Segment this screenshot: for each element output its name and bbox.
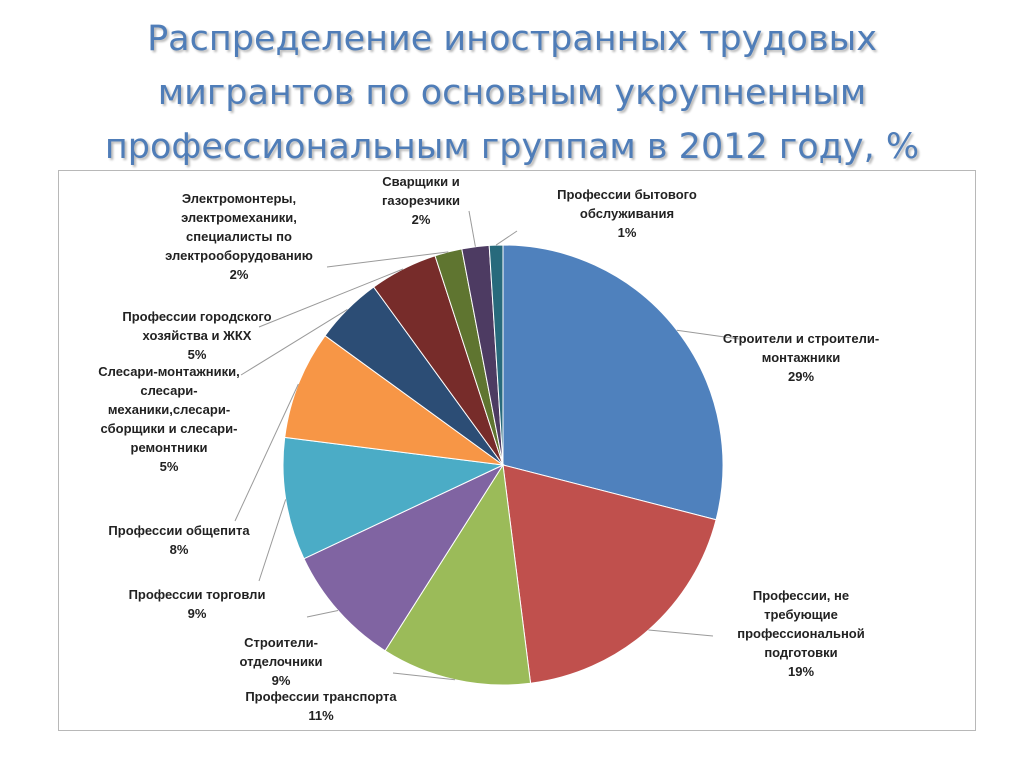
slice-value-label: 19% [788, 664, 814, 679]
chart-area: Строители и строители-монтажники 29% Профе… [58, 170, 976, 731]
leader-line [240, 308, 348, 376]
slice-label: Профессии транспорта 11% [245, 689, 397, 723]
pie-slice [502, 464, 717, 684]
slice-value-label: 11% [308, 708, 334, 723]
slice-label-line: монтажники [762, 350, 840, 365]
slice-label-line: электрооборудованию [165, 248, 313, 263]
slice-value-label: 2% [412, 212, 431, 227]
slice-label: Профессии общепита 8% [108, 523, 250, 557]
slice-label-line: Профессии общепита [108, 523, 250, 538]
slice-label-line: Профессии бытового [557, 187, 697, 202]
slice-label: Слесари-монтажники, слесари-механики,слес… [98, 364, 239, 474]
slice-label-line: подготовки [764, 645, 837, 660]
slice-label-line: отделочники [240, 654, 323, 669]
slice-label-line: обслуживания [580, 206, 674, 221]
slice-label: Строители и строители-монтажники 29% [723, 331, 879, 384]
slice-label-line: Профессии торговли [129, 587, 266, 602]
pie-slice [282, 436, 505, 560]
leader-line [306, 610, 339, 618]
slice-label-line: Сварщики и [382, 174, 459, 189]
pie-slice [488, 244, 504, 466]
slice-value-label: 2% [230, 267, 249, 282]
slice-label-line: хозяйства и ЖКХ [143, 328, 252, 343]
slice-value-label: 9% [272, 673, 291, 688]
page-title: Распределение иностранных трудовых мигра… [40, 12, 984, 174]
title-line: профессиональным группам в 2012 году, % [104, 127, 920, 167]
pie-slice [303, 463, 505, 652]
slice-label-line: слесари- [140, 383, 197, 398]
slice-label-line: Профессии городского [122, 309, 271, 324]
slice-label-line: требующие [764, 607, 838, 622]
leader-line [495, 230, 518, 246]
slice-label-line: механики,слесари- [108, 402, 230, 417]
slice-label: Профессии, не требующие профессиональной по… [737, 588, 865, 679]
data-labels: Строители и строители-монтажники 29% Профе… [98, 174, 879, 723]
slice-label: Электромонтеры, электромеханики, специалис… [165, 191, 313, 282]
slice-label: Профессии городского хозяйства и ЖКХ 5% [122, 309, 271, 362]
leader-line [326, 251, 449, 268]
slice-label-line: Профессии, не [753, 588, 849, 603]
slice-label-line: ремонтники [131, 440, 208, 455]
slice-label-line: газорезчики [382, 193, 460, 208]
slice-label-line: Строители- [244, 635, 318, 650]
pie-slice [502, 244, 724, 521]
leader-line [676, 329, 740, 340]
pie-slice [384, 463, 532, 686]
slice-value-label: 9% [188, 606, 207, 621]
slice-label-line: Электромонтеры, [182, 191, 296, 206]
leader-line [258, 268, 404, 328]
slice-label-line: Строители и строители- [723, 331, 879, 346]
leader-line [258, 499, 287, 582]
title-line: мигрантов по основным укрупненным [157, 73, 867, 113]
slice-label: Строители-отделочники 9% [240, 635, 323, 688]
slice-label: Профессии бытового обслуживания 1% [557, 187, 697, 240]
pie-chart: Строители и строители-монтажники 29% Профе… [98, 174, 879, 723]
slices [282, 244, 724, 686]
slice-value-label: 29% [788, 369, 814, 384]
title-line: Распределение иностранных трудовых [147, 19, 877, 59]
leader-lines [234, 210, 740, 681]
slice-value-label: 1% [618, 225, 637, 240]
pie-slice [284, 334, 504, 466]
slice-label-line: Профессии транспорта [245, 689, 397, 704]
slice-label: Профессии торговли 9% [129, 587, 266, 621]
slice-label-line: электромеханики, [181, 210, 297, 225]
slice-value-label: 5% [160, 459, 179, 474]
leader-line [234, 383, 299, 522]
slice-label: Сварщики и газорезчики 2% [382, 174, 460, 227]
slice-label-line: Слесари-монтажники, [98, 364, 239, 379]
leader-line [392, 672, 456, 681]
leader-line [468, 210, 476, 247]
slice-value-label: 8% [170, 542, 189, 557]
slice-label-line: профессиональной [737, 626, 865, 641]
slice-value-label: 5% [188, 347, 207, 362]
slice-label-line: сборщики и слесари- [101, 421, 238, 436]
slice-label-line: специалисты по [186, 229, 292, 244]
leader-line [648, 629, 714, 637]
